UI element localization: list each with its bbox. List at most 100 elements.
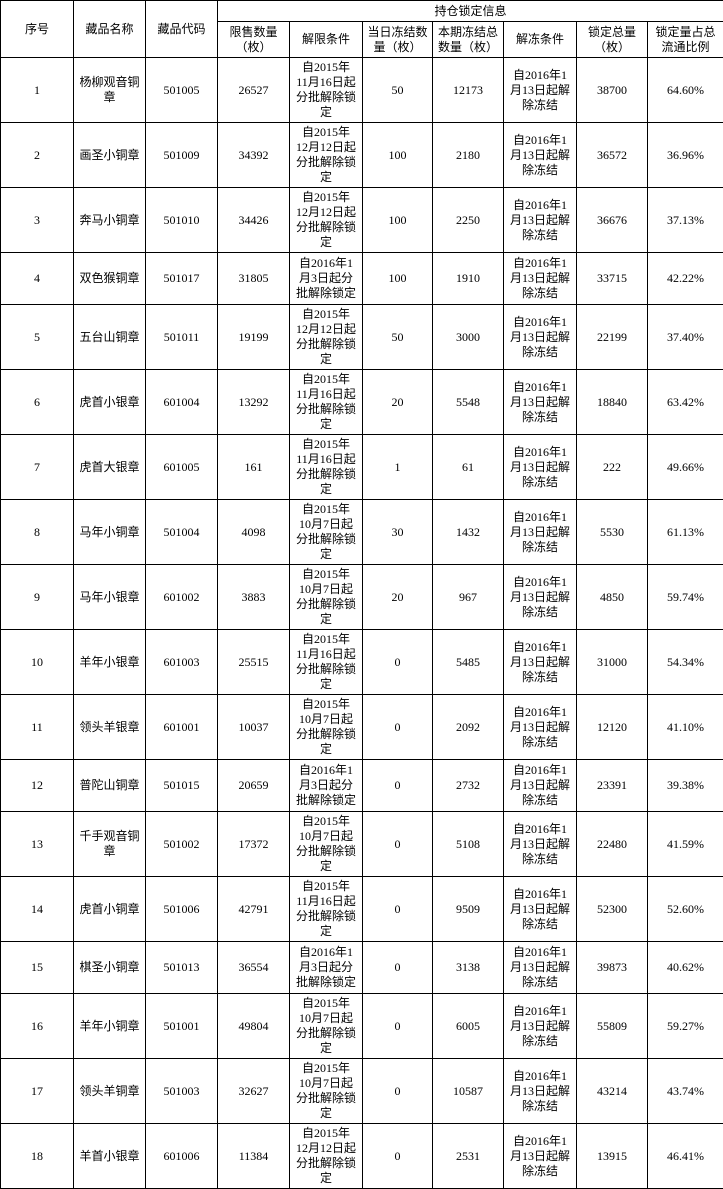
cell-serial-number: 15: [1, 942, 74, 994]
cell-item-code: 501005: [146, 58, 218, 123]
cell-period-frozen-total: 3000: [433, 305, 504, 370]
cell-daily-frozen-qty: 20: [363, 565, 433, 630]
cell-daily-frozen-qty: 0: [363, 877, 433, 942]
cell-restricted-qty: 32627: [218, 1059, 290, 1124]
cell-lock-ratio: 42.22%: [648, 253, 723, 305]
cell-unfreeze-condition: 自2016年1 月13日起解 除冻结: [504, 812, 577, 877]
cell-daily-frozen-qty: 0: [363, 1059, 433, 1124]
cell-period-frozen-total: 2250: [433, 188, 504, 253]
cell-restricted-qty: 49804: [218, 994, 290, 1059]
cell-lock-ratio: 41.59%: [648, 812, 723, 877]
cell-daily-frozen-qty: 100: [363, 188, 433, 253]
cell-locked-total: 4850: [577, 565, 648, 630]
cell-period-frozen-total: 967: [433, 565, 504, 630]
cell-item-name: 羊年小铜章: [74, 994, 146, 1059]
cell-restricted-qty: 36554: [218, 942, 290, 994]
cell-daily-frozen-qty: 100: [363, 253, 433, 305]
cell-daily-frozen-qty: 30: [363, 500, 433, 565]
cell-daily-frozen-qty: 50: [363, 305, 433, 370]
cell-unfreeze-condition: 自2016年1 月13日起解 除冻结: [504, 188, 577, 253]
cell-lock-ratio: 36.96%: [648, 123, 723, 188]
cell-item-name: 奔马小铜章: [74, 188, 146, 253]
cell-lock-ratio: 59.27%: [648, 994, 723, 1059]
cell-unfreeze-condition: 自2016年1 月13日起解 除冻结: [504, 370, 577, 435]
cell-period-frozen-total: 1432: [433, 500, 504, 565]
table-header: 序号 藏品名称 藏品代码 持仓锁定信息 限售数量 （枚） 解限条件 当日冻结数 …: [1, 1, 723, 58]
cell-lock-ratio: 46.41%: [648, 1124, 723, 1189]
cell-period-frozen-total: 2092: [433, 695, 504, 760]
cell-restricted-qty: 10037: [218, 695, 290, 760]
cell-item-code: 501017: [146, 253, 218, 305]
cell-locked-total: 5530: [577, 500, 648, 565]
cell-unfreeze-condition: 自2016年1 月13日起解 除冻结: [504, 877, 577, 942]
cell-serial-number: 4: [1, 253, 74, 305]
cell-daily-frozen-qty: 0: [363, 630, 433, 695]
cell-unlock-condition: 自2016年1 月3日起分 批解除锁定: [290, 760, 363, 812]
cell-item-name: 马年小银章: [74, 565, 146, 630]
cell-period-frozen-total: 5548: [433, 370, 504, 435]
cell-daily-frozen-qty: 0: [363, 1124, 433, 1189]
header-unlock-condition: 解限条件: [290, 22, 363, 58]
cell-unfreeze-condition: 自2016年1 月13日起解 除冻结: [504, 500, 577, 565]
cell-item-code: 601005: [146, 435, 218, 500]
cell-restricted-qty: 3883: [218, 565, 290, 630]
cell-locked-total: 43214: [577, 1059, 648, 1124]
cell-item-name: 杨柳观音铜 章: [74, 58, 146, 123]
cell-lock-ratio: 61.13%: [648, 500, 723, 565]
cell-daily-frozen-qty: 0: [363, 994, 433, 1059]
cell-daily-frozen-qty: 50: [363, 58, 433, 123]
cell-item-code: 501011: [146, 305, 218, 370]
cell-item-code: 601006: [146, 1124, 218, 1189]
cell-unlock-condition: 自2015年 10月7日起 分批解除锁 定: [290, 812, 363, 877]
cell-lock-ratio: 37.40%: [648, 305, 723, 370]
cell-unlock-condition: 自2015年 11月16日起 分批解除锁 定: [290, 630, 363, 695]
cell-lock-ratio: 63.42%: [648, 370, 723, 435]
cell-serial-number: 7: [1, 435, 74, 500]
cell-unfreeze-condition: 自2016年1 月13日起解 除冻结: [504, 942, 577, 994]
cell-lock-ratio: 64.60%: [648, 58, 723, 123]
cell-locked-total: 52300: [577, 877, 648, 942]
cell-item-name: 羊年小银章: [74, 630, 146, 695]
cell-unfreeze-condition: 自2016年1 月13日起解 除冻结: [504, 305, 577, 370]
cell-serial-number: 13: [1, 812, 74, 877]
cell-unlock-condition: 自2015年 12月12日起 分批解除锁 定: [290, 1124, 363, 1189]
cell-lock-ratio: 52.60%: [648, 877, 723, 942]
cell-period-frozen-total: 9509: [433, 877, 504, 942]
cell-daily-frozen-qty: 1: [363, 435, 433, 500]
cell-period-frozen-total: 5485: [433, 630, 504, 695]
cell-unlock-condition: 自2015年 10月7日起 分批解除锁 定: [290, 500, 363, 565]
cell-item-name: 羊首小银章: [74, 1124, 146, 1189]
cell-unlock-condition: 自2016年1 月3日起分 批解除锁定: [290, 942, 363, 994]
cell-lock-ratio: 41.10%: [648, 695, 723, 760]
cell-item-name: 领头羊银章: [74, 695, 146, 760]
header-locked-total: 锁定总量 （枚）: [577, 22, 648, 58]
cell-item-code: 501003: [146, 1059, 218, 1124]
cell-serial-number: 9: [1, 565, 74, 630]
cell-restricted-qty: 31805: [218, 253, 290, 305]
cell-period-frozen-total: 6005: [433, 994, 504, 1059]
header-unfreeze-condition: 解冻条件: [504, 22, 577, 58]
cell-period-frozen-total: 12173: [433, 58, 504, 123]
cell-locked-total: 13915: [577, 1124, 648, 1189]
cell-item-code: 501004: [146, 500, 218, 565]
cell-period-frozen-total: 1910: [433, 253, 504, 305]
cell-locked-total: 31000: [577, 630, 648, 695]
cell-unlock-condition: 自2016年1 月3日起分 批解除锁定: [290, 253, 363, 305]
cell-serial-number: 5: [1, 305, 74, 370]
cell-daily-frozen-qty: 0: [363, 812, 433, 877]
cell-restricted-qty: 161: [218, 435, 290, 500]
cell-locked-total: 36676: [577, 188, 648, 253]
cell-restricted-qty: 17372: [218, 812, 290, 877]
cell-item-name: 虎首小铜章: [74, 877, 146, 942]
